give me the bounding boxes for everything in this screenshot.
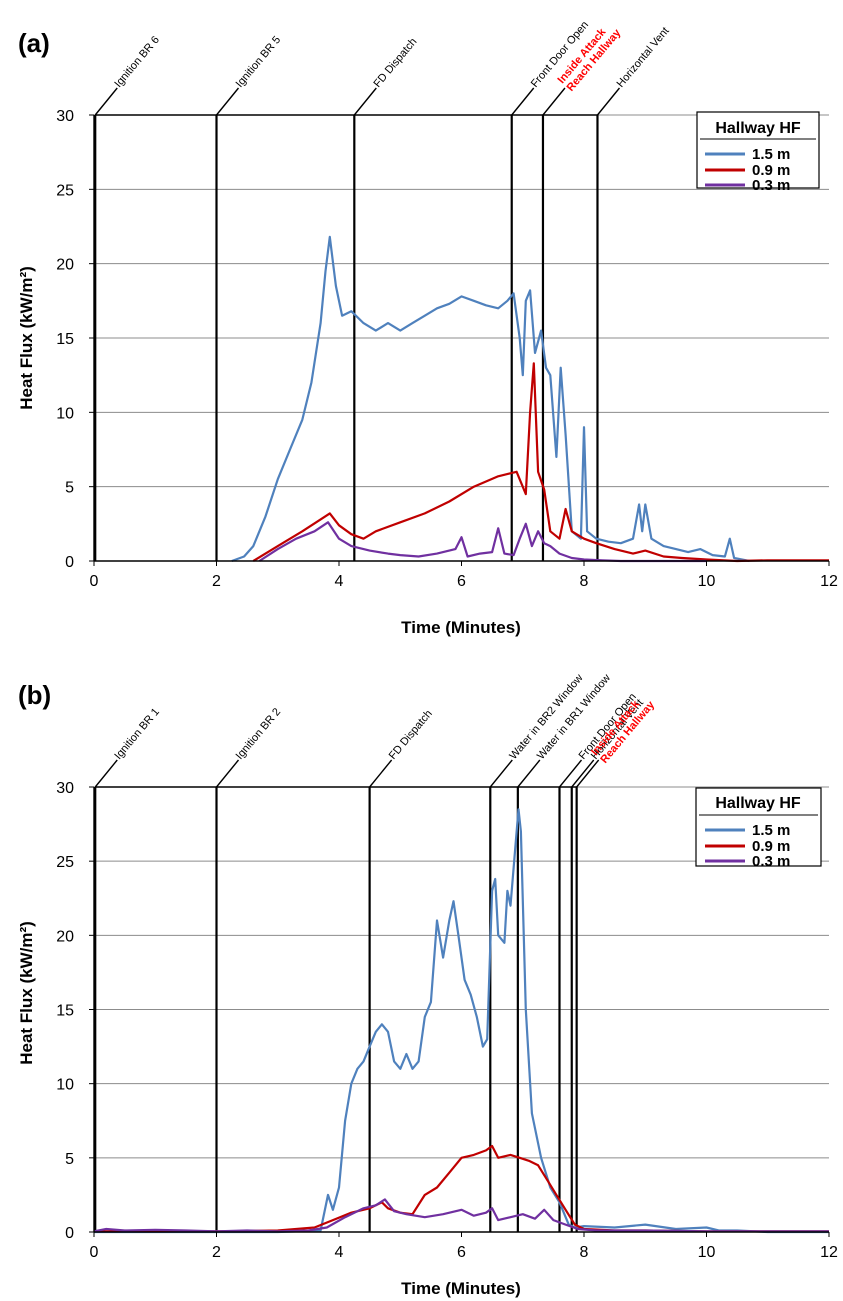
- legend-label-0-9m: 0.9 m: [752, 162, 790, 179]
- y-tick-label-25: 25: [56, 182, 74, 199]
- y-tick-label-10: 10: [56, 1077, 74, 1094]
- x-tick-label-0: 0: [90, 1244, 99, 1261]
- event-label-line: Ignition BR 1: [112, 706, 162, 762]
- y-axis-title-a: Heat Flux (kW/m²): [17, 266, 36, 410]
- axes: [89, 114, 830, 566]
- event-label-line: Ignition BR 5: [234, 34, 284, 90]
- series-line-1-5-m: [94, 808, 829, 1234]
- event-leader-6: [571, 759, 595, 788]
- x-tick-label-2: 2: [212, 573, 221, 590]
- x-tick-label-6: 6: [457, 573, 466, 590]
- event-label-line: FD Dispatch: [371, 36, 419, 90]
- y-tick-label-10: 10: [56, 405, 74, 422]
- event-leader-4: [517, 759, 541, 788]
- event-label-1: Ignition BR 2: [234, 706, 284, 762]
- legend-label-0-3m: 0.3 m: [752, 853, 790, 870]
- y-tick-label-0: 0: [65, 554, 74, 571]
- x-tick-label-4: 4: [335, 573, 344, 590]
- series-line-0-3-m: [93, 1198, 829, 1233]
- x-tick-label-12: 12: [820, 573, 838, 590]
- legend-label-0-9m: 0.9 m: [752, 838, 790, 855]
- x-tick-label-2: 2: [212, 1244, 221, 1261]
- legend-box: [695, 787, 822, 867]
- event-leader-0: [94, 759, 118, 788]
- x-tick-label-4: 4: [335, 1244, 344, 1261]
- x-axis-title-b: Time (Minutes): [401, 1279, 521, 1298]
- legend-title: Hallway HF: [715, 795, 801, 812]
- y-tick-label-20: 20: [56, 928, 74, 945]
- tick-labels: 0 2 4 6 8 10 12 0 5 10 15 20 25 30: [56, 780, 838, 1261]
- chart-panel-b: (b) Ignition BR 1 Ignition BR 2 FD Dispatc…: [17, 672, 838, 1298]
- y-tick-label-0: 0: [65, 1225, 74, 1242]
- event-label-0: Ignition BR 1: [112, 706, 162, 762]
- x-tick-label-6: 6: [457, 1244, 466, 1261]
- event-leader-4: [542, 87, 566, 116]
- x-tick-label-0: 0: [90, 573, 99, 590]
- event-leader-7: [576, 759, 600, 788]
- x-axis-title-a: Time (Minutes): [401, 618, 521, 637]
- event-leader-3: [511, 87, 535, 116]
- event-leader-3: [489, 759, 513, 788]
- y-tick-label-15: 15: [56, 331, 74, 348]
- series-line-0-9-m: [94, 1144, 829, 1233]
- event-leader-5: [558, 759, 583, 788]
- y-tick-label-5: 5: [65, 480, 74, 497]
- event-label-1: Ignition BR 5: [234, 34, 284, 90]
- event-leader-1: [215, 759, 240, 788]
- x-tick-label-8: 8: [580, 1244, 589, 1261]
- event-label-line: Ignition BR 2: [234, 706, 284, 762]
- series-line-0-3-m: [258, 521, 707, 563]
- event-leader-2: [369, 759, 393, 788]
- series-lines: [231, 235, 829, 563]
- event-label-line: FD Dispatch: [387, 708, 435, 762]
- y-tick-label-30: 30: [56, 780, 74, 797]
- tick-labels: 0 2 4 6 8 10 12 0 5 10 15 20 25 30: [56, 108, 838, 590]
- y-tick-label-20: 20: [56, 257, 74, 274]
- x-tick-label-10: 10: [698, 1244, 716, 1261]
- y-axis-title-b: Heat Flux (kW/m²): [17, 921, 36, 1065]
- y-tick-label-25: 25: [56, 854, 74, 871]
- legend-a: Hallway HF 1.5 m 0.9 m 0.3 m: [696, 111, 820, 194]
- panel-label-a: (a): [18, 28, 50, 58]
- event-label-2: FD Dispatch: [387, 708, 435, 762]
- event-label-0: Ignition BR 6: [112, 34, 162, 90]
- event-leader-5: [596, 87, 621, 116]
- series-lines: [93, 808, 829, 1234]
- event-leader-0: [94, 87, 118, 116]
- event-leader-1: [215, 87, 240, 116]
- legend-box: [696, 111, 820, 189]
- x-tick-label-10: 10: [698, 573, 716, 590]
- legend-label-1-5m: 1.5 m: [752, 822, 790, 839]
- y-tick-label-15: 15: [56, 1003, 74, 1020]
- legend-b: Hallway HF 1.5 m 0.9 m 0.3 m: [695, 787, 822, 870]
- series-line-0-9-m: [252, 362, 829, 563]
- y-tick-label-30: 30: [56, 108, 74, 125]
- event-label-line: Ignition BR 6: [112, 34, 162, 90]
- y-tick-label-5: 5: [65, 1151, 74, 1168]
- x-tick-label-12: 12: [820, 1244, 838, 1261]
- legend-label-1-5m: 1.5 m: [752, 146, 790, 163]
- event-label-2: FD Dispatch: [371, 36, 419, 90]
- x-tick-label-8: 8: [580, 573, 589, 590]
- legend-label-0-3m: 0.3 m: [752, 177, 790, 194]
- panel-label-b: (b): [18, 680, 51, 710]
- event-markers: Ignition BR 1 Ignition BR 2 FD Dispatch Wat…: [94, 672, 658, 1232]
- event-leader-2: [353, 87, 377, 116]
- axes: [89, 786, 830, 1237]
- legend-title: Hallway HF: [715, 120, 801, 137]
- chart-panel-a: (a) Ignition BR 6 Ignition BR 5 FD Dispatc…: [17, 19, 838, 637]
- series-line-1-5-m: [231, 235, 750, 563]
